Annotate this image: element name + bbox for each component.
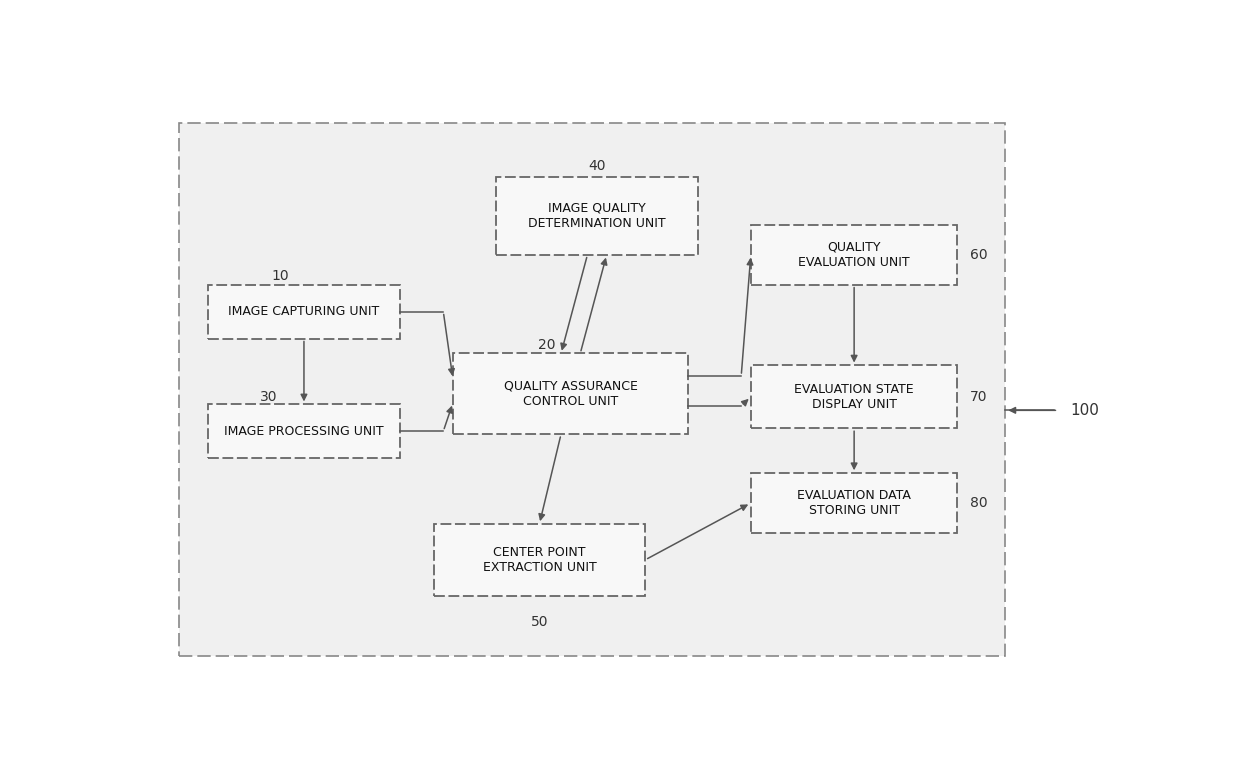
- Bar: [751, 225, 957, 284]
- Text: EVALUATION DATA
STORING UNIT: EVALUATION DATA STORING UNIT: [797, 489, 911, 517]
- Bar: [179, 124, 1006, 656]
- Text: IMAGE QUALITY
DETERMINATION UNIT: IMAGE QUALITY DETERMINATION UNIT: [528, 202, 666, 230]
- Text: QUALITY
EVALUATION UNIT: QUALITY EVALUATION UNIT: [799, 241, 910, 269]
- Bar: [208, 404, 401, 458]
- Text: QUALITY ASSURANCE
CONTROL UNIT: QUALITY ASSURANCE CONTROL UNIT: [503, 380, 637, 408]
- Text: CENTER POINT
EXTRACTION UNIT: CENTER POINT EXTRACTION UNIT: [482, 546, 596, 574]
- Bar: [453, 354, 688, 434]
- Bar: [496, 177, 698, 255]
- Text: 70: 70: [970, 389, 987, 403]
- Text: EVALUATION STATE
DISPLAY UNIT: EVALUATION STATE DISPLAY UNIT: [795, 383, 914, 411]
- Bar: [751, 473, 957, 533]
- Text: 50: 50: [531, 615, 548, 629]
- Text: 20: 20: [538, 337, 556, 351]
- Bar: [208, 284, 401, 339]
- Text: 10: 10: [272, 269, 289, 283]
- Text: 80: 80: [970, 496, 987, 510]
- Text: IMAGE PROCESSING UNIT: IMAGE PROCESSING UNIT: [224, 425, 383, 437]
- Text: IMAGE CAPTURING UNIT: IMAGE CAPTURING UNIT: [228, 305, 379, 318]
- Text: 100: 100: [1070, 402, 1099, 418]
- Bar: [434, 524, 645, 596]
- Text: 30: 30: [259, 390, 278, 404]
- Text: 40: 40: [588, 159, 606, 173]
- Text: 60: 60: [970, 248, 987, 262]
- Bar: [751, 365, 957, 428]
